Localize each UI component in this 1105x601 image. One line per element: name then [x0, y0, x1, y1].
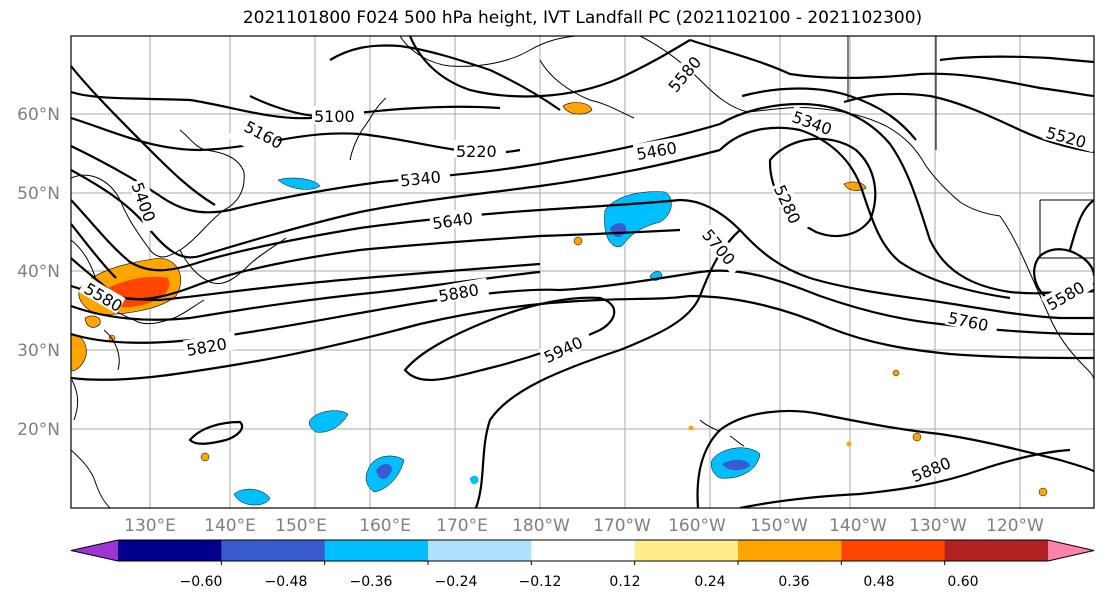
colorbar-segment: [531, 540, 636, 561]
colorbar-segment: [634, 540, 739, 561]
lon-label: 150°W: [750, 516, 808, 536]
latitude-labels: 60°N 50°N 40°N 30°N 20°N: [17, 105, 60, 440]
colorbar-segment: [738, 540, 842, 561]
colorbar-tick-label: −0.24: [435, 574, 478, 590]
lon-label: 180°W: [512, 516, 570, 536]
colorbar-tick-label: 0.24: [694, 574, 725, 590]
colorbar-tick-labels: −0.60 −0.48 −0.36 −0.24 −0.12 0.12 0.24 …: [180, 574, 979, 590]
colorbar-outline: [70, 539, 1095, 562]
lon-label: 160°W: [668, 516, 726, 536]
height-contours: [71, 36, 1094, 508]
colorbar-extend-max: [1048, 540, 1094, 561]
colorbar-segment: [841, 540, 946, 561]
contour-label: 5340: [399, 167, 441, 190]
map-frame: [70, 35, 1095, 509]
lon-label: 130°E: [124, 516, 176, 536]
colorbar-extend-min: [71, 540, 118, 561]
contour-labels: 5100 5160 5220 5340 5400 5580 5640 5820 …: [78, 53, 1098, 486]
colorbar-segment: [324, 540, 429, 561]
lat-label: 40°N: [17, 262, 60, 282]
colorbar-tick-label: 0.48: [863, 574, 894, 590]
colorbar-tick-label: −0.12: [519, 574, 562, 590]
lat-label: 20°N: [17, 420, 60, 440]
colorbar-tick-label: 0.36: [778, 574, 809, 590]
lon-label: 170°E: [436, 516, 488, 536]
longitude-labels: 130°E 140°E 150°E 160°E 170°E 180°W 170°…: [124, 516, 1044, 536]
contour-label: 5220: [456, 142, 497, 161]
map-title: 2021101800 F024 500 hPa height, IVT Land…: [242, 8, 923, 28]
lon-label: 130°W: [909, 516, 967, 536]
colorbar: [70, 539, 1095, 565]
colorbar-tick-label: −0.48: [265, 574, 308, 590]
lat-label: 60°N: [17, 105, 60, 125]
lat-label: 50°N: [17, 184, 60, 204]
lon-label: 140°E: [204, 516, 256, 536]
colorbar-tick-label: −0.60: [180, 574, 223, 590]
lon-label: 150°E: [275, 516, 327, 536]
coastlines: [71, 36, 1094, 508]
colorbar-segment: [118, 540, 222, 561]
colorbar-segment: [221, 540, 326, 561]
lon-label: 160°E: [359, 516, 411, 536]
colorbar-segment: [428, 540, 532, 561]
colorbar-tick-label: −0.36: [350, 574, 393, 590]
colorbar-tick-label: 0.12: [609, 574, 640, 590]
lon-label: 120°W: [986, 516, 1044, 536]
lon-label: 170°W: [593, 516, 651, 536]
lon-label: 140°W: [829, 516, 887, 536]
contour-label: 5100: [314, 107, 355, 126]
colorbar-tick-label: 0.60: [947, 574, 978, 590]
colorbar-segment: [944, 540, 1049, 561]
lat-label: 30°N: [17, 341, 60, 361]
